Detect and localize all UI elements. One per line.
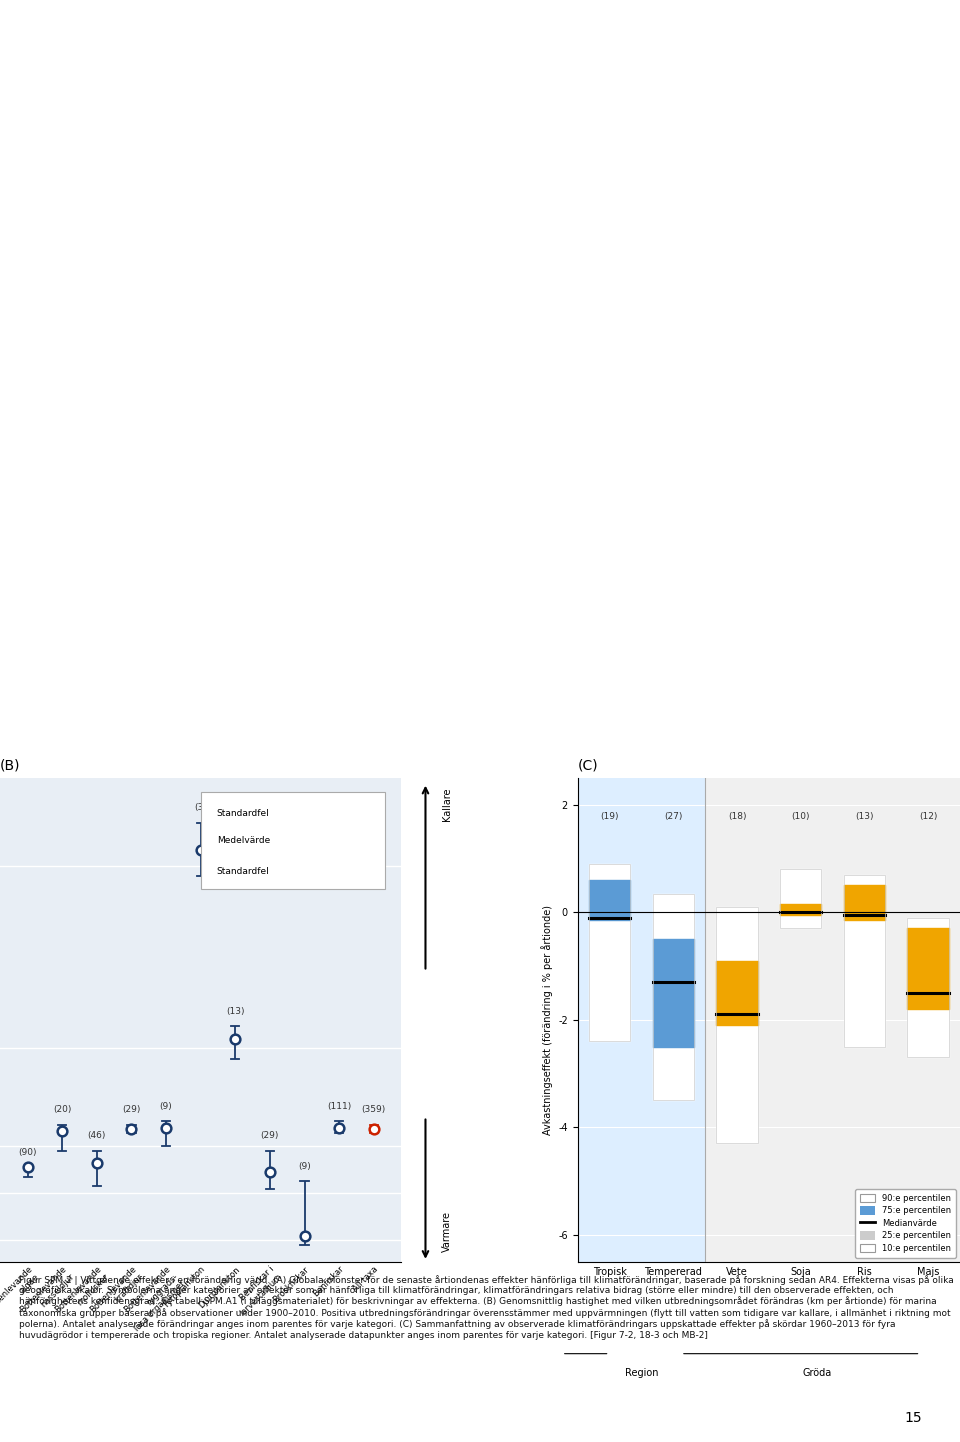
Text: (13): (13) xyxy=(855,812,874,820)
Bar xyxy=(844,875,885,1047)
Text: Standardfel: Standardfel xyxy=(217,867,270,877)
Y-axis label: Avkastningseffekt (förändring i % per årtionde): Avkastningseffekt (förändring i % per år… xyxy=(540,904,553,1135)
Text: (12): (12) xyxy=(919,812,937,820)
Text: (9): (9) xyxy=(159,1102,173,1110)
Text: Gröda: Gröda xyxy=(802,1368,831,1379)
Legend: 90:e percentilen, 75:e percentilen, Medianvärde, 25:e percentilen, 10:e percenti: 90:e percentilen, 75:e percentilen, Medi… xyxy=(855,1188,956,1257)
Text: (C): (C) xyxy=(578,758,598,773)
Text: Standardfel: Standardfel xyxy=(217,809,270,818)
Text: (27): (27) xyxy=(664,812,683,820)
Text: (29): (29) xyxy=(122,1105,141,1113)
Text: (90): (90) xyxy=(18,1148,36,1156)
Text: (19): (19) xyxy=(600,812,619,820)
Bar xyxy=(780,870,822,929)
Text: (13): (13) xyxy=(226,1007,245,1015)
Bar xyxy=(706,777,960,1262)
Bar xyxy=(578,777,706,1262)
Bar xyxy=(588,864,631,1041)
Text: Kallare: Kallare xyxy=(442,787,451,820)
Bar xyxy=(716,907,757,1144)
Text: (9): (9) xyxy=(299,1162,311,1171)
Text: (B): (B) xyxy=(0,758,20,773)
Text: (20): (20) xyxy=(53,1105,71,1113)
Bar xyxy=(201,793,385,890)
Bar xyxy=(653,894,694,1100)
Text: Region: Region xyxy=(625,1368,659,1379)
Text: (10): (10) xyxy=(791,812,810,820)
Text: (18): (18) xyxy=(728,812,746,820)
Bar xyxy=(907,917,948,1057)
Text: 15: 15 xyxy=(904,1410,922,1425)
Text: (3): (3) xyxy=(194,803,207,812)
Text: Medelvärde: Medelvärde xyxy=(217,836,270,845)
Text: Figur SPM.2 | Vittgående effekter i en föränderlig värld. (A) Globala mönster fö: Figur SPM.2 | Vittgående effekter i en f… xyxy=(19,1275,954,1340)
Text: Varmare: Varmare xyxy=(442,1211,451,1252)
Text: (359): (359) xyxy=(362,1105,386,1113)
Text: (46): (46) xyxy=(87,1131,106,1141)
Text: (111): (111) xyxy=(327,1102,351,1110)
Text: (29): (29) xyxy=(261,1131,279,1141)
